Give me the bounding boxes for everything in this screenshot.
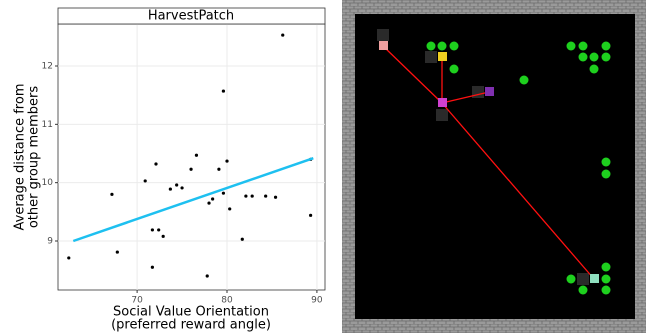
apples [426, 41, 611, 295]
point [150, 265, 154, 269]
point [194, 153, 199, 157]
point [157, 228, 161, 232]
beams [382, 45, 595, 280]
trend-line [72, 156, 314, 243]
point [240, 237, 244, 241]
point [205, 274, 209, 278]
point [175, 183, 179, 187]
facet-title: HarvestPatch [148, 9, 234, 24]
y-axis-title: other group members [27, 86, 42, 229]
facet-strip [57, 7, 326, 25]
point [250, 194, 254, 198]
point [221, 89, 226, 93]
y-tick-label: 11 [42, 120, 53, 130]
point [154, 162, 158, 166]
point [244, 194, 248, 198]
point [150, 228, 154, 232]
point [143, 179, 147, 183]
game-view [342, 0, 646, 333]
x-tick-label: 70 [131, 296, 143, 306]
point [211, 197, 215, 201]
x-axis-title: Social Value Orientation [113, 305, 269, 320]
point [161, 234, 165, 238]
x-tick-label: 90 [311, 296, 323, 306]
point [281, 33, 285, 37]
x-axis-title: (preferred reward angle) [111, 318, 271, 333]
point [115, 250, 119, 254]
point [168, 187, 172, 191]
point [207, 201, 211, 205]
y-tick-label: 12 [42, 62, 53, 72]
point [228, 207, 232, 211]
y-axis-title: Average distance from [13, 84, 28, 231]
point [225, 159, 229, 163]
point [273, 195, 278, 199]
plot-panel [57, 23, 326, 291]
shadows [377, 29, 589, 285]
point [217, 167, 221, 171]
point [221, 191, 226, 195]
y-tick-label: 9 [47, 237, 53, 247]
point [309, 213, 313, 217]
point [110, 192, 114, 196]
point [180, 186, 184, 190]
agents [379, 41, 599, 283]
point [189, 167, 193, 171]
point [67, 256, 71, 260]
x-tick-label: 80 [221, 296, 233, 306]
point [264, 194, 268, 198]
y-tick-label: 10 [42, 178, 54, 188]
